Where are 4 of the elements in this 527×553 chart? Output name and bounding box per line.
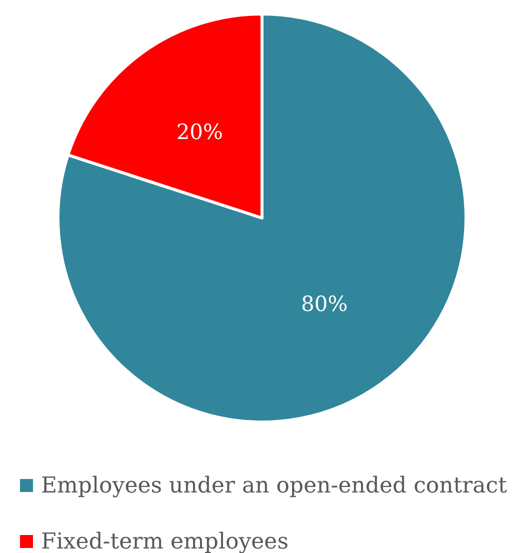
data-label: 80% (301, 292, 348, 316)
data-label: 20% (176, 120, 223, 144)
pie-slice (56, 12, 468, 424)
legend-label: Employees under an open-ended contract (41, 474, 508, 498)
